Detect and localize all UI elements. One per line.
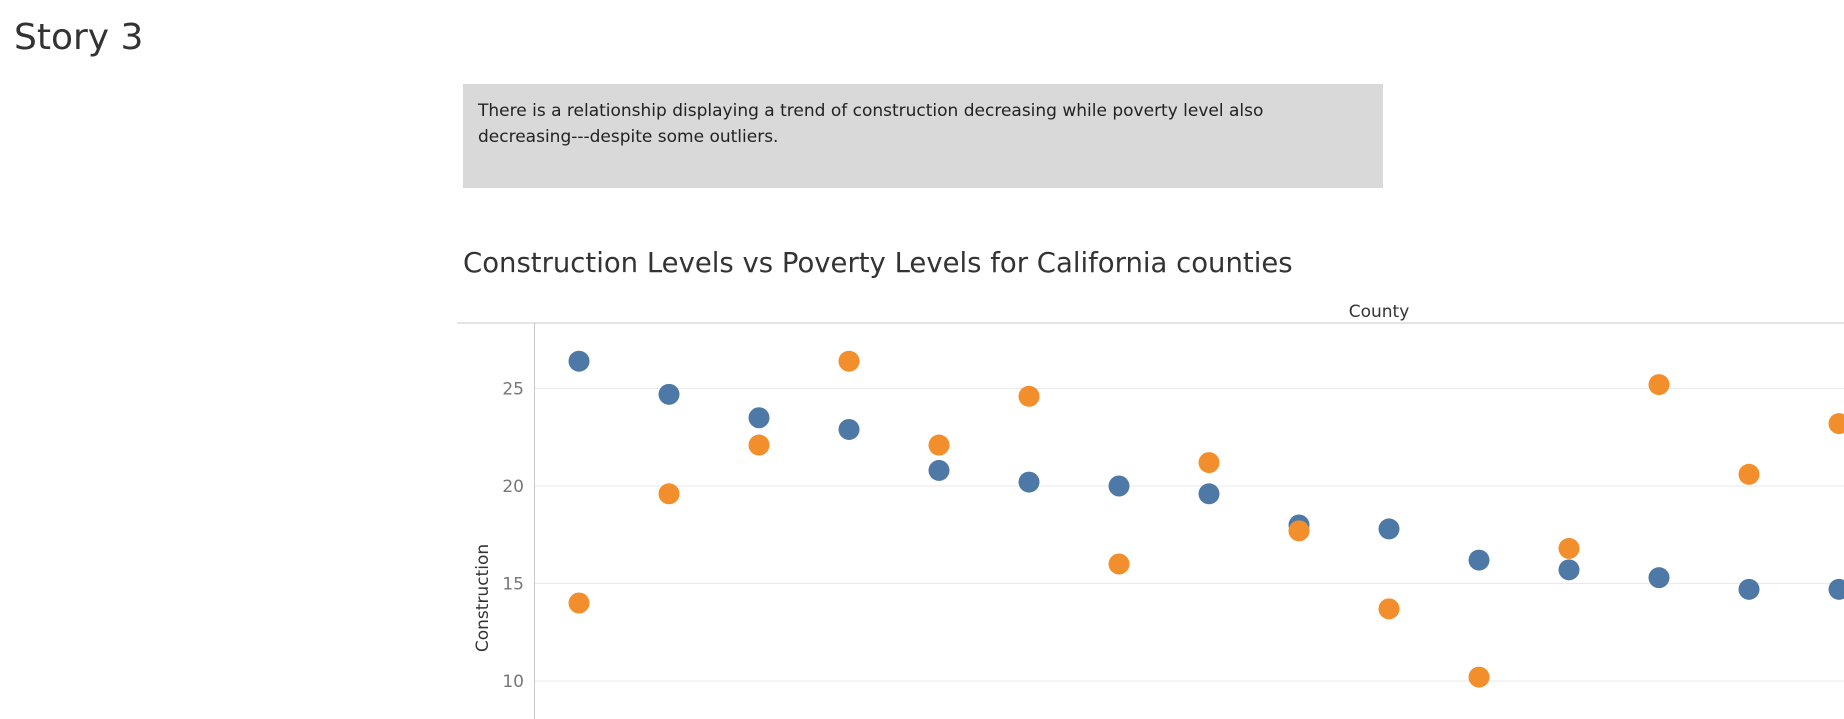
blue-data-point[interactable]	[1828, 578, 1844, 600]
story-title: Story 3	[14, 17, 144, 58]
orange-data-point[interactable]	[1738, 463, 1760, 485]
blue-data-point[interactable]	[838, 418, 860, 440]
orange-data-point[interactable]	[748, 434, 770, 456]
orange-data-point[interactable]	[1108, 553, 1130, 575]
orange-data-point[interactable]	[928, 434, 950, 456]
blue-data-point[interactable]	[748, 407, 770, 429]
y-tick-label: 15	[502, 575, 524, 595]
grid-layer	[535, 388, 1844, 682]
chart-title: Construction Levels vs Poverty Levels fo…	[463, 247, 1293, 279]
orange-data-point[interactable]	[1288, 520, 1310, 542]
blue-data-point[interactable]	[1108, 475, 1130, 497]
orange-data-point[interactable]	[1558, 537, 1580, 559]
blue-data-point[interactable]	[1738, 578, 1760, 600]
axis-layer: County Construction	[457, 302, 1844, 719]
blue-data-point[interactable]	[1558, 559, 1580, 581]
marks-layer	[568, 350, 1844, 688]
blue-data-point[interactable]	[658, 383, 680, 405]
blue-data-point[interactable]	[928, 459, 950, 481]
y-axis-title: Construction	[473, 544, 493, 652]
orange-data-point[interactable]	[838, 350, 860, 372]
orange-data-point[interactable]	[1018, 385, 1040, 407]
orange-data-point[interactable]	[1648, 374, 1670, 396]
blue-data-point[interactable]	[1648, 567, 1670, 589]
y-tick-label: 20	[502, 477, 524, 497]
caption-box: There is a relationship displaying a tre…	[463, 84, 1383, 188]
orange-data-point[interactable]	[658, 483, 680, 505]
y-tick-label: 10	[502, 672, 524, 692]
orange-data-point[interactable]	[568, 592, 590, 614]
orange-data-point[interactable]	[1468, 666, 1490, 688]
blue-data-point[interactable]	[568, 350, 590, 372]
tick-layer: 10 15 20 25	[502, 380, 524, 693]
orange-data-point[interactable]	[1198, 452, 1220, 474]
blue-data-point[interactable]	[1378, 518, 1400, 540]
blue-data-point[interactable]	[1018, 471, 1040, 493]
orange-data-point[interactable]	[1378, 598, 1400, 620]
y-tick-label: 25	[502, 380, 524, 400]
column-header: County	[1349, 302, 1410, 322]
caption-text: There is a relationship displaying a tre…	[478, 101, 1264, 147]
orange-data-point[interactable]	[1828, 413, 1844, 435]
blue-data-point[interactable]	[1198, 483, 1220, 505]
blue-data-point[interactable]	[1468, 549, 1490, 571]
